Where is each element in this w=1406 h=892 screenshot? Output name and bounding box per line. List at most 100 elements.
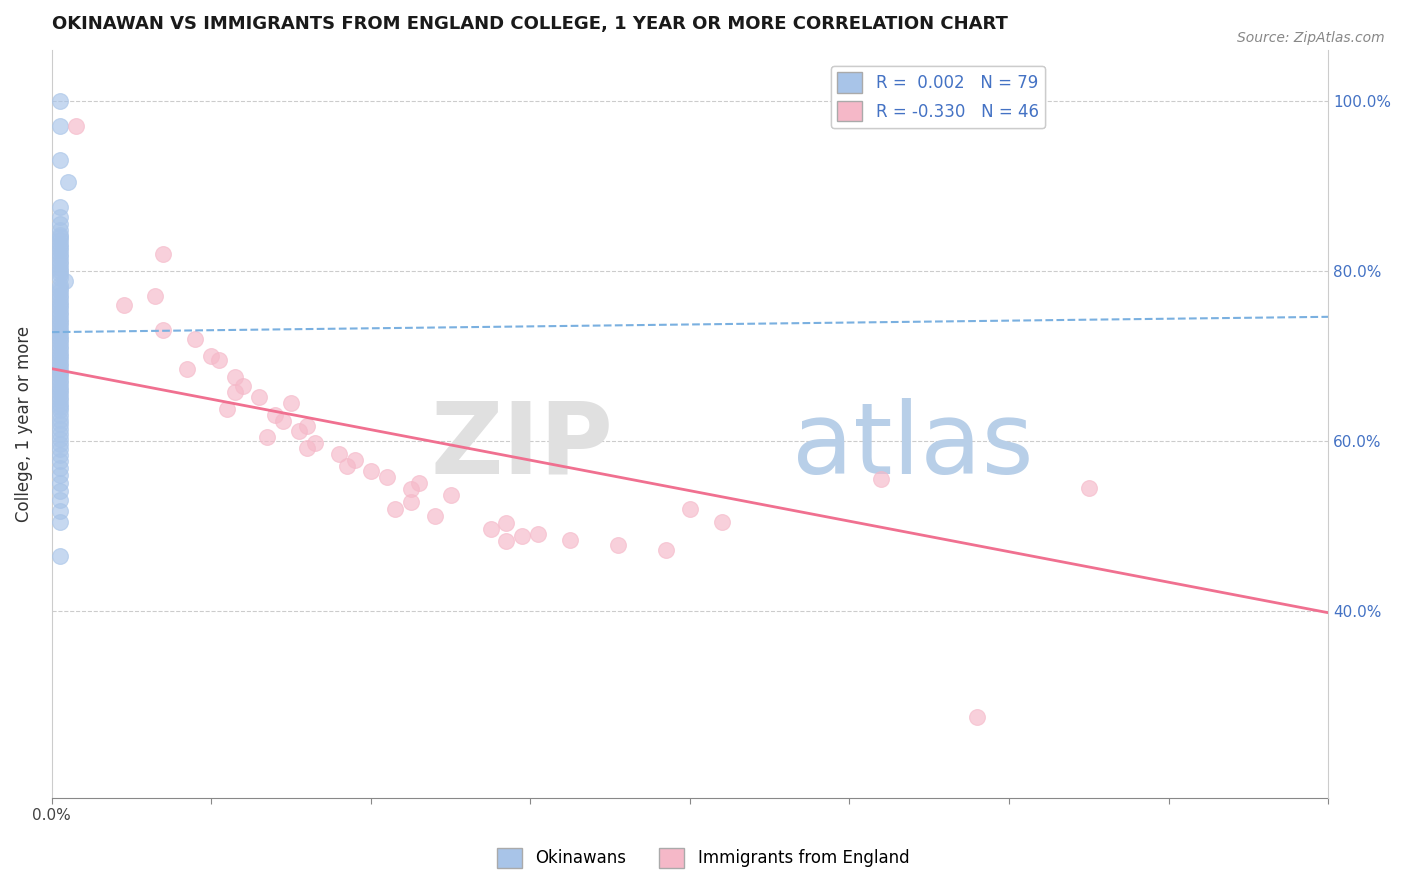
Point (152, 247, 174, 261)
Point (53, 274, 76, 288)
Point (48, 211, 70, 225)
Text: atlas: atlas (792, 398, 1033, 495)
Point (399, 495, 422, 509)
Point (48, 427, 70, 442)
Point (710, 515, 733, 529)
Point (560, 533, 582, 547)
Point (48, 448, 70, 462)
Point (48, 264, 70, 278)
Point (48, 200, 70, 214)
Point (48, 352, 70, 367)
Point (184, 332, 207, 346)
Point (336, 458, 359, 473)
Point (48, 376, 70, 391)
Point (48, 383, 70, 397)
Point (48, 228, 70, 243)
Text: ZIP: ZIP (430, 398, 613, 495)
Point (48, 504, 70, 518)
Point (384, 502, 406, 516)
Point (512, 529, 534, 543)
Point (48, 217, 70, 231)
Point (288, 424, 311, 438)
Legend: Okinawans, Immigrants from England: Okinawans, Immigrants from England (491, 841, 915, 875)
Point (479, 522, 502, 536)
Point (48, 339, 70, 353)
Point (966, 710, 988, 724)
Point (48, 257, 70, 271)
Point (48, 291, 70, 305)
Point (375, 469, 398, 483)
Point (495, 516, 517, 530)
Point (217, 401, 239, 416)
Point (48, 230, 70, 244)
Point (48, 311, 70, 326)
Point (1077, 481, 1099, 495)
Point (48, 277, 70, 292)
Point (48, 454, 70, 468)
Point (48, 223, 70, 237)
Point (112, 298, 135, 312)
Point (48, 413, 70, 427)
Point (48, 322, 70, 336)
Point (48, 244, 70, 258)
Point (56, 175, 79, 189)
Point (495, 534, 517, 549)
Point (607, 538, 630, 552)
Point (48, 318, 70, 333)
Point (224, 370, 246, 384)
Point (399, 483, 422, 497)
Point (48, 493, 70, 508)
Point (48, 549, 70, 563)
Point (48, 308, 70, 322)
Point (48, 285, 70, 299)
Point (48, 484, 70, 499)
Point (48, 432, 70, 446)
Point (48, 373, 70, 387)
Point (48, 301, 70, 316)
Point (48, 442, 70, 457)
Text: OKINAWAN VS IMMIGRANTS FROM ENGLAND COLLEGE, 1 YEAR OR MORE CORRELATION CHART: OKINAWAN VS IMMIGRANTS FROM ENGLAND COLL… (52, 15, 1008, 33)
Point (48, 386, 70, 401)
Point (48, 366, 70, 380)
Point (48, 247, 70, 261)
Point (295, 418, 318, 433)
Point (48, 268, 70, 282)
Point (360, 464, 382, 478)
Point (48, 328, 70, 343)
Point (48, 294, 70, 309)
Point (48, 325, 70, 339)
Point (224, 384, 246, 399)
Point (48, 379, 70, 393)
Point (48, 342, 70, 356)
Y-axis label: College, 1 year or more: College, 1 year or more (15, 326, 32, 522)
Point (48, 270, 70, 285)
Point (48, 359, 70, 373)
Point (48, 332, 70, 346)
Point (48, 236, 70, 251)
Point (48, 403, 70, 417)
Point (65, 120, 87, 134)
Point (48, 315, 70, 329)
Point (48, 345, 70, 359)
Point (48, 298, 70, 312)
Point (48, 349, 70, 363)
Point (679, 502, 702, 516)
Point (48, 335, 70, 350)
Point (48, 250, 70, 264)
Point (328, 447, 350, 461)
Point (48, 400, 70, 414)
Point (48, 233, 70, 247)
Point (48, 417, 70, 431)
Point (343, 452, 366, 467)
Point (176, 361, 198, 376)
Point (439, 488, 461, 502)
Point (247, 390, 270, 404)
Point (48, 515, 70, 529)
Point (48, 461, 70, 475)
Point (256, 430, 278, 444)
Point (48, 362, 70, 376)
Point (48, 422, 70, 436)
Point (655, 542, 678, 557)
Point (48, 120, 70, 134)
Point (870, 472, 893, 486)
